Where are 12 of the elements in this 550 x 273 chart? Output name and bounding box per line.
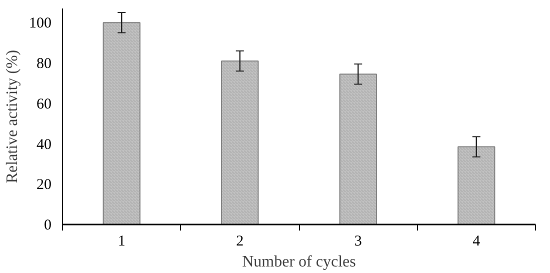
x-tick-label: 3 bbox=[354, 234, 362, 250]
x-tick-label: 2 bbox=[236, 234, 244, 250]
x-tick-label: 4 bbox=[472, 234, 481, 250]
y-tick-label: 80 bbox=[36, 56, 52, 72]
y-tick-label: 20 bbox=[36, 177, 52, 194]
y-tick-label: 40 bbox=[36, 136, 52, 153]
y-axis-title: Relative activity (%) bbox=[4, 50, 21, 184]
x-tick-label: 1 bbox=[118, 234, 126, 250]
y-tick-label: 100 bbox=[29, 16, 52, 32]
y-tick-label: 0 bbox=[44, 218, 52, 234]
y-tick-label: 60 bbox=[36, 96, 52, 112]
x-axis-title: Number of cycles bbox=[242, 254, 356, 270]
